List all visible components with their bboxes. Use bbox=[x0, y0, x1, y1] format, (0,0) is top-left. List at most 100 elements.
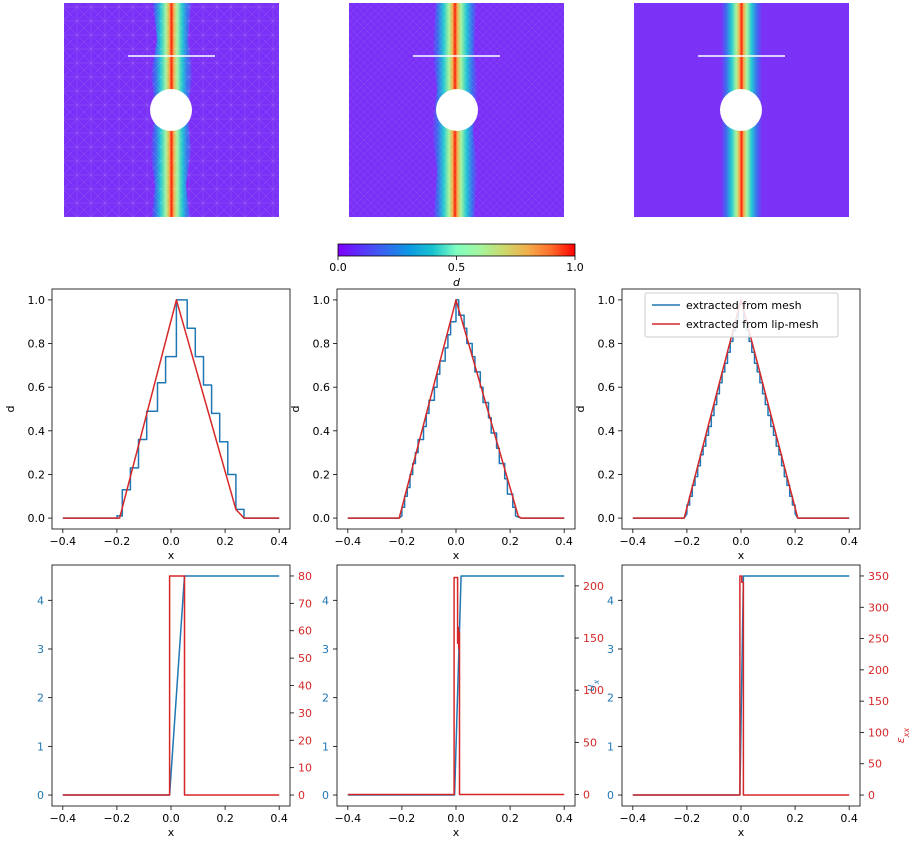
x-axis-label-d-profile-3: x bbox=[738, 549, 745, 562]
y-tick-label-d-profile-2-5: 1.0 bbox=[313, 294, 331, 307]
x-tick-label-u-eps-1-3: 0.2 bbox=[216, 812, 234, 825]
series-line-u-eps-1-0 bbox=[63, 576, 279, 795]
legend-label-mesh: extracted from mesh bbox=[686, 299, 802, 312]
y-right-tick-label-u-eps-3-5: 250 bbox=[868, 633, 889, 646]
y-left-tick-label-u-eps-3-2: 2 bbox=[607, 692, 614, 705]
y-right-tick-label-u-eps-3-3: 150 bbox=[868, 695, 889, 708]
axes-frame-d-profile-2 bbox=[337, 289, 575, 529]
x-tick-label-d-profile-3-3: 0.2 bbox=[786, 535, 804, 548]
y-tick-label-d-profile-2-3: 0.6 bbox=[313, 381, 331, 394]
x-tick-label-u-eps-2-3: 0.2 bbox=[501, 812, 519, 825]
y-left-tick-label-u-eps-3-4: 4 bbox=[607, 594, 614, 607]
colorbar: 0.0 0.5 1.0 d bbox=[329, 244, 584, 289]
y-right-tick-label-u-eps-3-6: 300 bbox=[868, 601, 889, 614]
y-right-axis-label-u-eps-3: εxx bbox=[894, 728, 909, 744]
y-tick-label-d-profile-1-5: 1.0 bbox=[28, 294, 46, 307]
y-tick-label-d-profile-2-1: 0.2 bbox=[313, 468, 331, 481]
y-tick-label-d-profile-1-2: 0.4 bbox=[28, 425, 46, 438]
subscript: xx bbox=[902, 728, 909, 739]
y-right-tick-label-u-eps-1-2: 20 bbox=[298, 734, 312, 747]
colorbar-gradient bbox=[338, 244, 575, 256]
x-tick-label-u-eps-1-1: −0.2 bbox=[104, 812, 131, 825]
series-line-d-profile-2-1 bbox=[348, 300, 564, 518]
field-plot-medium bbox=[349, 3, 564, 217]
x-axis-label-d-profile-1: x bbox=[168, 549, 175, 562]
series-line-d-profile-2-0 bbox=[348, 300, 564, 518]
x-tick-label-d-profile-2-3: 0.2 bbox=[501, 535, 519, 548]
y-right-tick-label-u-eps-3-1: 50 bbox=[868, 758, 882, 771]
x-tick-label-d-profile-1-3: 0.2 bbox=[216, 535, 234, 548]
y-tick-label-d-profile-3-2: 0.4 bbox=[598, 425, 616, 438]
series-line-u-eps-2-0 bbox=[348, 576, 564, 795]
y-left-tick-label-u-eps-3-1: 1 bbox=[607, 740, 614, 753]
y-tick-label-d-profile-2-2: 0.4 bbox=[313, 425, 331, 438]
y-axis-label-d-profile-1: d bbox=[4, 406, 17, 413]
x-tick-label-u-eps-3-1: −0.2 bbox=[674, 812, 701, 825]
series-line-u-eps-1-1 bbox=[63, 576, 279, 795]
x-tick-label-d-profile-3-4: 0.4 bbox=[840, 535, 858, 548]
y-right-tick-label-u-eps-1-1: 10 bbox=[298, 762, 312, 775]
y-tick-label-d-profile-2-4: 0.8 bbox=[313, 338, 331, 351]
x-tick-label-d-profile-2-1: −0.2 bbox=[389, 535, 416, 548]
x-tick-label-u-eps-2-0: −0.4 bbox=[334, 812, 361, 825]
y-left-tick-label-u-eps-1-3: 3 bbox=[37, 643, 44, 656]
y-right-tick-label-u-eps-2-4: 200 bbox=[583, 580, 604, 593]
y-right-tick-label-u-eps-2-3: 150 bbox=[583, 632, 604, 645]
x-tick-label-d-profile-3-2: 0.0 bbox=[732, 535, 750, 548]
y-left-tick-label-u-eps-2-4: 4 bbox=[322, 594, 329, 607]
y-left-tick-label-u-eps-1-1: 1 bbox=[37, 740, 44, 753]
y-tick-label-d-profile-1-4: 0.8 bbox=[28, 338, 46, 351]
y-tick-label-d-profile-1-0: 0.0 bbox=[28, 512, 46, 525]
x-tick-label-d-profile-1-1: −0.2 bbox=[104, 535, 131, 548]
y-left-tick-label-u-eps-1-2: 2 bbox=[37, 692, 44, 705]
y-right-tick-label-u-eps-2-1: 50 bbox=[583, 736, 597, 749]
y-right-tick-label-u-eps-1-8: 80 bbox=[298, 570, 312, 583]
y-left-tick-label-u-eps-3-0: 0 bbox=[607, 789, 614, 802]
y-left-tick-label-u-eps-2-0: 0 bbox=[322, 789, 329, 802]
y-right-tick-label-u-eps-1-6: 60 bbox=[298, 625, 312, 638]
series-line-u-eps-3-0 bbox=[633, 576, 849, 795]
x-tick-label-u-eps-2-2: 0.0 bbox=[447, 812, 465, 825]
y-axis-label-d-profile-2: d bbox=[289, 406, 302, 413]
y-left-tick-label-u-eps-2-3: 3 bbox=[322, 643, 329, 656]
colorbar-tick-1: 0.5 bbox=[448, 261, 466, 274]
y-left-tick-label-u-eps-3-3: 3 bbox=[607, 643, 614, 656]
x-tick-label-d-profile-2-0: −0.4 bbox=[334, 535, 361, 548]
y-tick-label-d-profile-3-4: 0.8 bbox=[598, 338, 616, 351]
y-right-tick-label-u-eps-1-5: 50 bbox=[298, 652, 312, 665]
x-tick-label-d-profile-2-2: 0.0 bbox=[447, 535, 465, 548]
y-right-tick-label-u-eps-2-0: 0 bbox=[583, 789, 590, 802]
y-left-tick-label-u-eps-1-0: 0 bbox=[37, 789, 44, 802]
x-tick-label-u-eps-2-4: 0.4 bbox=[555, 812, 573, 825]
y-right-tick-label-u-eps-3-2: 100 bbox=[868, 726, 889, 739]
x-tick-label-u-eps-1-4: 0.4 bbox=[270, 812, 288, 825]
x-tick-label-u-eps-1-0: −0.4 bbox=[49, 812, 76, 825]
x-axis-label-u-eps-2: x bbox=[453, 826, 460, 839]
x-axis-label-u-eps-1: x bbox=[168, 826, 175, 839]
x-tick-label-d-profile-1-4: 0.4 bbox=[270, 535, 288, 548]
x-axis-label-u-eps-3: x bbox=[738, 826, 745, 839]
y-tick-label-d-profile-1-3: 0.6 bbox=[28, 381, 46, 394]
series-line-d-profile-1-0 bbox=[63, 300, 279, 518]
colorbar-tick-2: 1.0 bbox=[566, 261, 584, 274]
y-right-tick-label-u-eps-3-4: 200 bbox=[868, 664, 889, 677]
x-tick-label-d-profile-2-4: 0.4 bbox=[555, 535, 573, 548]
field-plot-fine bbox=[634, 3, 849, 217]
y-tick-label-d-profile-2-0: 0.0 bbox=[313, 512, 331, 525]
y-left-tick-label-u-eps-1-4: 4 bbox=[37, 594, 44, 607]
y-left-tick-label-u-eps-2-1: 1 bbox=[322, 740, 329, 753]
y-tick-label-d-profile-3-0: 0.0 bbox=[598, 512, 616, 525]
x-tick-label-d-profile-1-2: 0.0 bbox=[162, 535, 180, 548]
y-right-tick-label-u-eps-3-7: 350 bbox=[868, 570, 889, 583]
x-tick-label-u-eps-3-3: 0.2 bbox=[786, 812, 804, 825]
x-tick-label-d-profile-1-0: −0.4 bbox=[49, 535, 76, 548]
series-line-d-profile-1-1 bbox=[63, 300, 279, 518]
y-right-tick-label-u-eps-3-0: 0 bbox=[868, 789, 875, 802]
x-tick-label-u-eps-2-1: −0.2 bbox=[389, 812, 416, 825]
y-right-tick-label-u-eps-1-4: 40 bbox=[298, 680, 312, 693]
y-right-tick-label-u-eps-1-7: 70 bbox=[298, 597, 312, 610]
x-tick-label-u-eps-1-2: 0.0 bbox=[162, 812, 180, 825]
legend: extracted from mesh extracted from lip-m… bbox=[645, 293, 838, 337]
